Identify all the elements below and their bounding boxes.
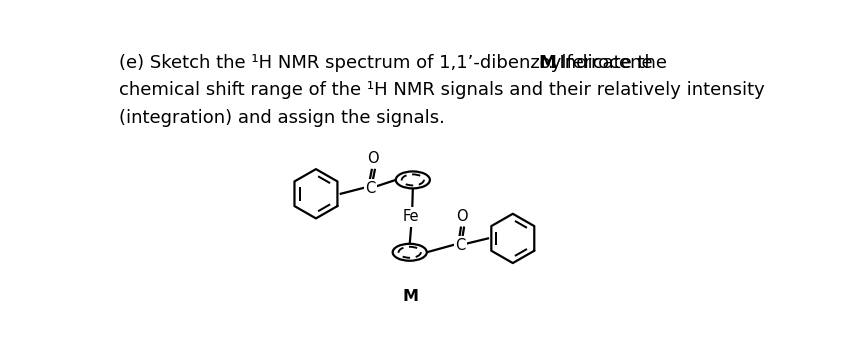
Text: Fe: Fe bbox=[402, 209, 419, 224]
Text: O: O bbox=[367, 151, 379, 166]
Text: C: C bbox=[365, 181, 375, 196]
Text: O: O bbox=[456, 209, 469, 224]
Text: M: M bbox=[539, 54, 556, 72]
Text: C: C bbox=[455, 238, 465, 253]
Ellipse shape bbox=[392, 244, 427, 261]
Text: M: M bbox=[403, 289, 418, 304]
Text: . Indicate the: . Indicate the bbox=[547, 54, 667, 72]
Text: (integration) and assign the signals.: (integration) and assign the signals. bbox=[120, 109, 445, 127]
Text: chemical shift range of the ¹H NMR signals and their relatively intensity: chemical shift range of the ¹H NMR signa… bbox=[120, 81, 765, 99]
Ellipse shape bbox=[396, 171, 430, 188]
Text: (e) Sketch the ¹H NMR spectrum of 1,1’-dibenzoylferrocene: (e) Sketch the ¹H NMR spectrum of 1,1’-d… bbox=[120, 54, 658, 72]
